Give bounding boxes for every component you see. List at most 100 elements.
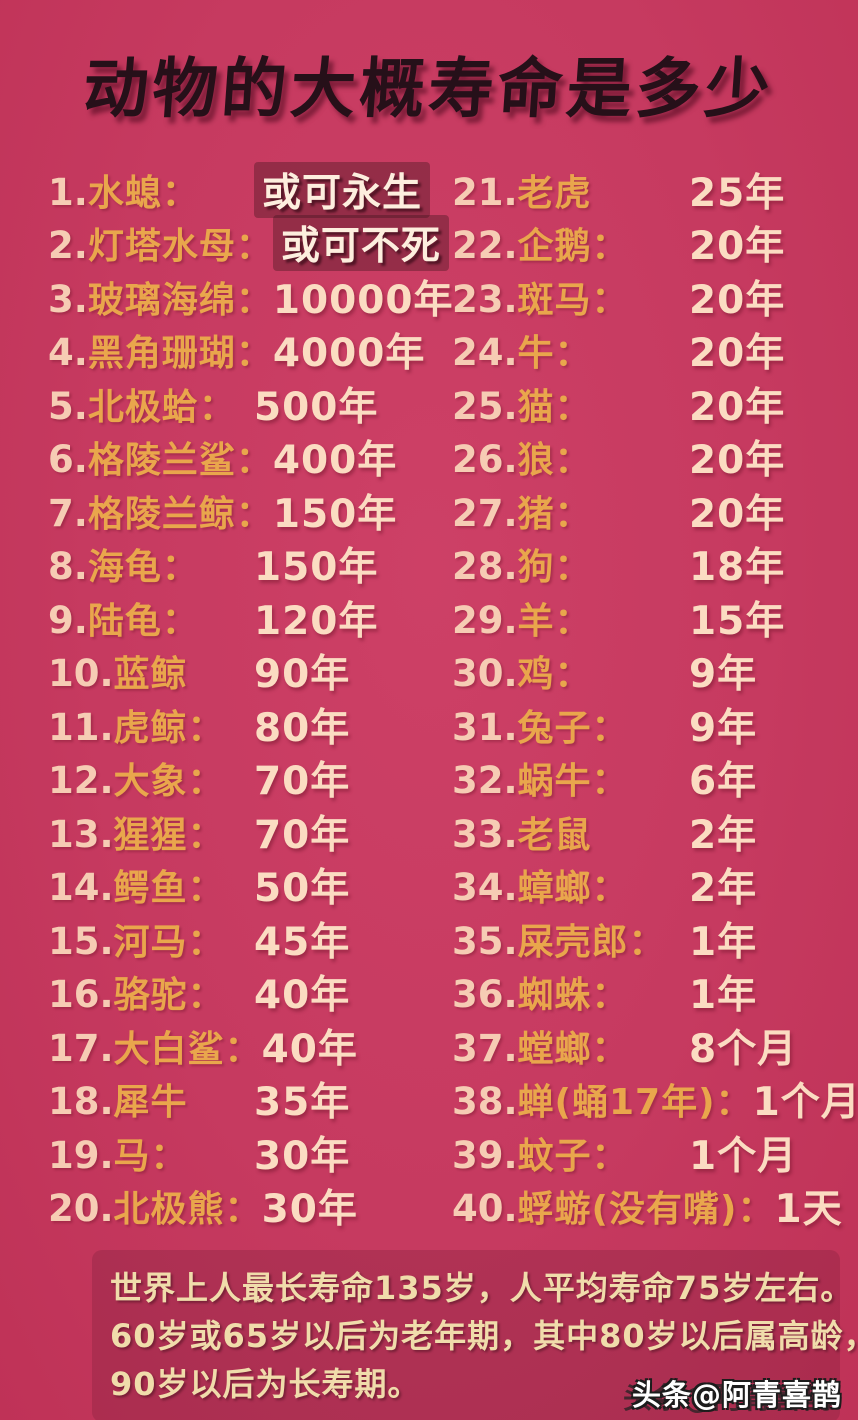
lifespan-row: 32.蜗牛： 6年 xyxy=(452,752,848,806)
animal-name: 老鼠 xyxy=(517,814,592,856)
entry-number: 18. xyxy=(48,1080,114,1124)
animal-name: 北极蛤： xyxy=(87,386,236,428)
lifespan-row: 18.犀牛 35年 xyxy=(48,1073,444,1127)
entry-number: 22. xyxy=(452,224,518,268)
entry-number: 9. xyxy=(48,598,88,642)
entry-number: 8. xyxy=(48,545,88,589)
entry-label: 13.猩猩： xyxy=(48,806,254,858)
lifespan-row: 35.屎壳郎： 1年 xyxy=(452,912,848,966)
lifespan-row: 17.大白鲨： 40年 xyxy=(48,1019,444,1073)
lifespan-row: 20.北极熊： 30年 xyxy=(48,1180,444,1234)
entry-number: 31. xyxy=(452,705,518,749)
animal-name: 蜉蝣(没有嘴)： xyxy=(517,1189,775,1231)
footer-line: 60岁或65岁以后为老年期，其中80岁以后属高龄， xyxy=(110,1317,858,1355)
entry-number: 35. xyxy=(452,919,518,963)
entry-number: 12. xyxy=(48,759,114,803)
entry-number: 19. xyxy=(48,1133,114,1177)
animal-name: 牛： xyxy=(517,333,592,375)
lifespan-value: 80年 xyxy=(254,705,351,751)
entry-label: 32.蜗牛： xyxy=(452,752,689,804)
entry-number: 33. xyxy=(452,812,518,856)
entry-number: 28. xyxy=(452,545,518,589)
animal-name: 鳄鱼： xyxy=(113,868,225,910)
entry-number: 16. xyxy=(48,973,114,1017)
lifespan-value: 4000年 xyxy=(272,331,426,377)
animal-name: 格陵兰鲨： xyxy=(87,440,273,482)
lifespan-value: 120年 xyxy=(254,598,379,644)
entry-label: 5.北极蛤： xyxy=(48,378,254,430)
animal-name: 黑角珊瑚： xyxy=(87,333,273,375)
animal-name: 斑马： xyxy=(517,279,629,321)
lifespan-row: 28.狗： 18年 xyxy=(452,538,848,592)
lifespan-column-right: 21.老虎 25年 22.企鹅： 20年 23.斑马： 20年 24.牛： 20… xyxy=(452,163,858,1234)
entry-label: 30.鸡： xyxy=(452,645,689,697)
lifespan-value: 40年 xyxy=(254,973,351,1019)
entry-label: 1.水螅： xyxy=(48,164,254,216)
animal-name: 犀牛 xyxy=(113,1082,188,1124)
entry-number: 39. xyxy=(452,1133,518,1177)
entry-label: 24.牛： xyxy=(452,324,689,376)
animal-name: 玻璃海绵： xyxy=(87,279,273,321)
lifespan-row: 22.企鹅： 20年 xyxy=(452,217,848,271)
entry-number: 7. xyxy=(48,491,88,535)
animal-name: 蓝鲸 xyxy=(113,654,188,696)
lifespan-value: 20年 xyxy=(689,331,786,377)
entry-label: 14.鳄鱼： xyxy=(48,859,254,911)
lifespan-row: 12.大象： 70年 xyxy=(48,752,444,806)
entry-label: 10.蓝鲸 xyxy=(48,645,254,697)
entry-label: 2.灯塔水母： xyxy=(48,217,273,269)
lifespan-value: 90年 xyxy=(254,652,351,698)
entry-number: 21. xyxy=(452,170,518,214)
animal-name: 螳螂： xyxy=(517,1028,629,1070)
entry-number: 23. xyxy=(452,277,518,321)
lifespan-row: 9.陆龟： 120年 xyxy=(48,591,444,645)
entry-number: 30. xyxy=(452,652,518,696)
animal-name: 马： xyxy=(113,1135,188,1177)
entry-number: 5. xyxy=(48,384,88,428)
lifespan-value: 1年 xyxy=(689,973,758,1019)
entry-number: 36. xyxy=(452,973,518,1017)
lifespan-value: 2年 xyxy=(689,866,758,912)
entry-number: 24. xyxy=(452,331,518,375)
entry-label: 7.格陵兰鲸： xyxy=(48,485,273,537)
lifespan-value: 35年 xyxy=(254,1080,351,1126)
lifespan-value: 20年 xyxy=(689,438,786,484)
lifespan-value: 30年 xyxy=(254,1133,351,1179)
lifespan-row: 19.马： 30年 xyxy=(48,1126,444,1180)
animal-name: 屎壳郎： xyxy=(517,921,666,963)
animal-name: 猫： xyxy=(517,386,592,428)
animal-name: 鸡： xyxy=(517,654,592,696)
animal-name: 河马： xyxy=(113,921,225,963)
entry-number: 25. xyxy=(452,384,518,428)
lifespan-row: 31.兔子： 9年 xyxy=(452,698,848,752)
entry-label: 28.狗： xyxy=(452,538,689,590)
animal-name: 羊： xyxy=(517,600,592,642)
lifespan-value: 20年 xyxy=(689,277,786,323)
entry-number: 2. xyxy=(48,224,88,268)
entry-label: 38.蝉(蛹17年)： xyxy=(452,1073,753,1125)
lifespan-row: 40.蜉蝣(没有嘴)： 1天 xyxy=(452,1180,848,1234)
entry-label: 31.兔子： xyxy=(452,699,689,751)
entry-number: 11. xyxy=(48,705,114,749)
entry-label: 25.猫： xyxy=(452,378,689,430)
animal-name: 蟑螂： xyxy=(517,868,629,910)
lifespan-value: 2年 xyxy=(689,812,758,858)
lifespan-value: 500年 xyxy=(254,384,379,430)
lifespan-row: 26.狼： 20年 xyxy=(452,431,848,485)
lifespan-value: 10000年 xyxy=(272,277,454,323)
entry-number: 4. xyxy=(48,331,88,375)
entry-label: 27.猪： xyxy=(452,485,689,537)
footer-line: 世界上人最长寿命135岁，人平均寿命75岁左右。 xyxy=(110,1269,854,1307)
lifespan-value: 20年 xyxy=(689,491,786,537)
entry-label: 19.马： xyxy=(48,1127,254,1179)
lifespan-row: 37.螳螂： 8个月 xyxy=(452,1019,848,1073)
lifespan-row: 23.斑马： 20年 xyxy=(452,270,848,324)
entry-label: 15.河马： xyxy=(48,913,254,965)
lifespan-value: 45年 xyxy=(254,919,351,965)
lifespan-row: 3.玻璃海绵： 10000年 xyxy=(48,270,453,324)
entry-number: 6. xyxy=(48,438,88,482)
entry-label: 37.螳螂： xyxy=(452,1020,689,1072)
lifespan-value: 20年 xyxy=(689,224,786,270)
lifespan-value: 15年 xyxy=(689,598,786,644)
lifespan-value: 400年 xyxy=(272,438,398,484)
